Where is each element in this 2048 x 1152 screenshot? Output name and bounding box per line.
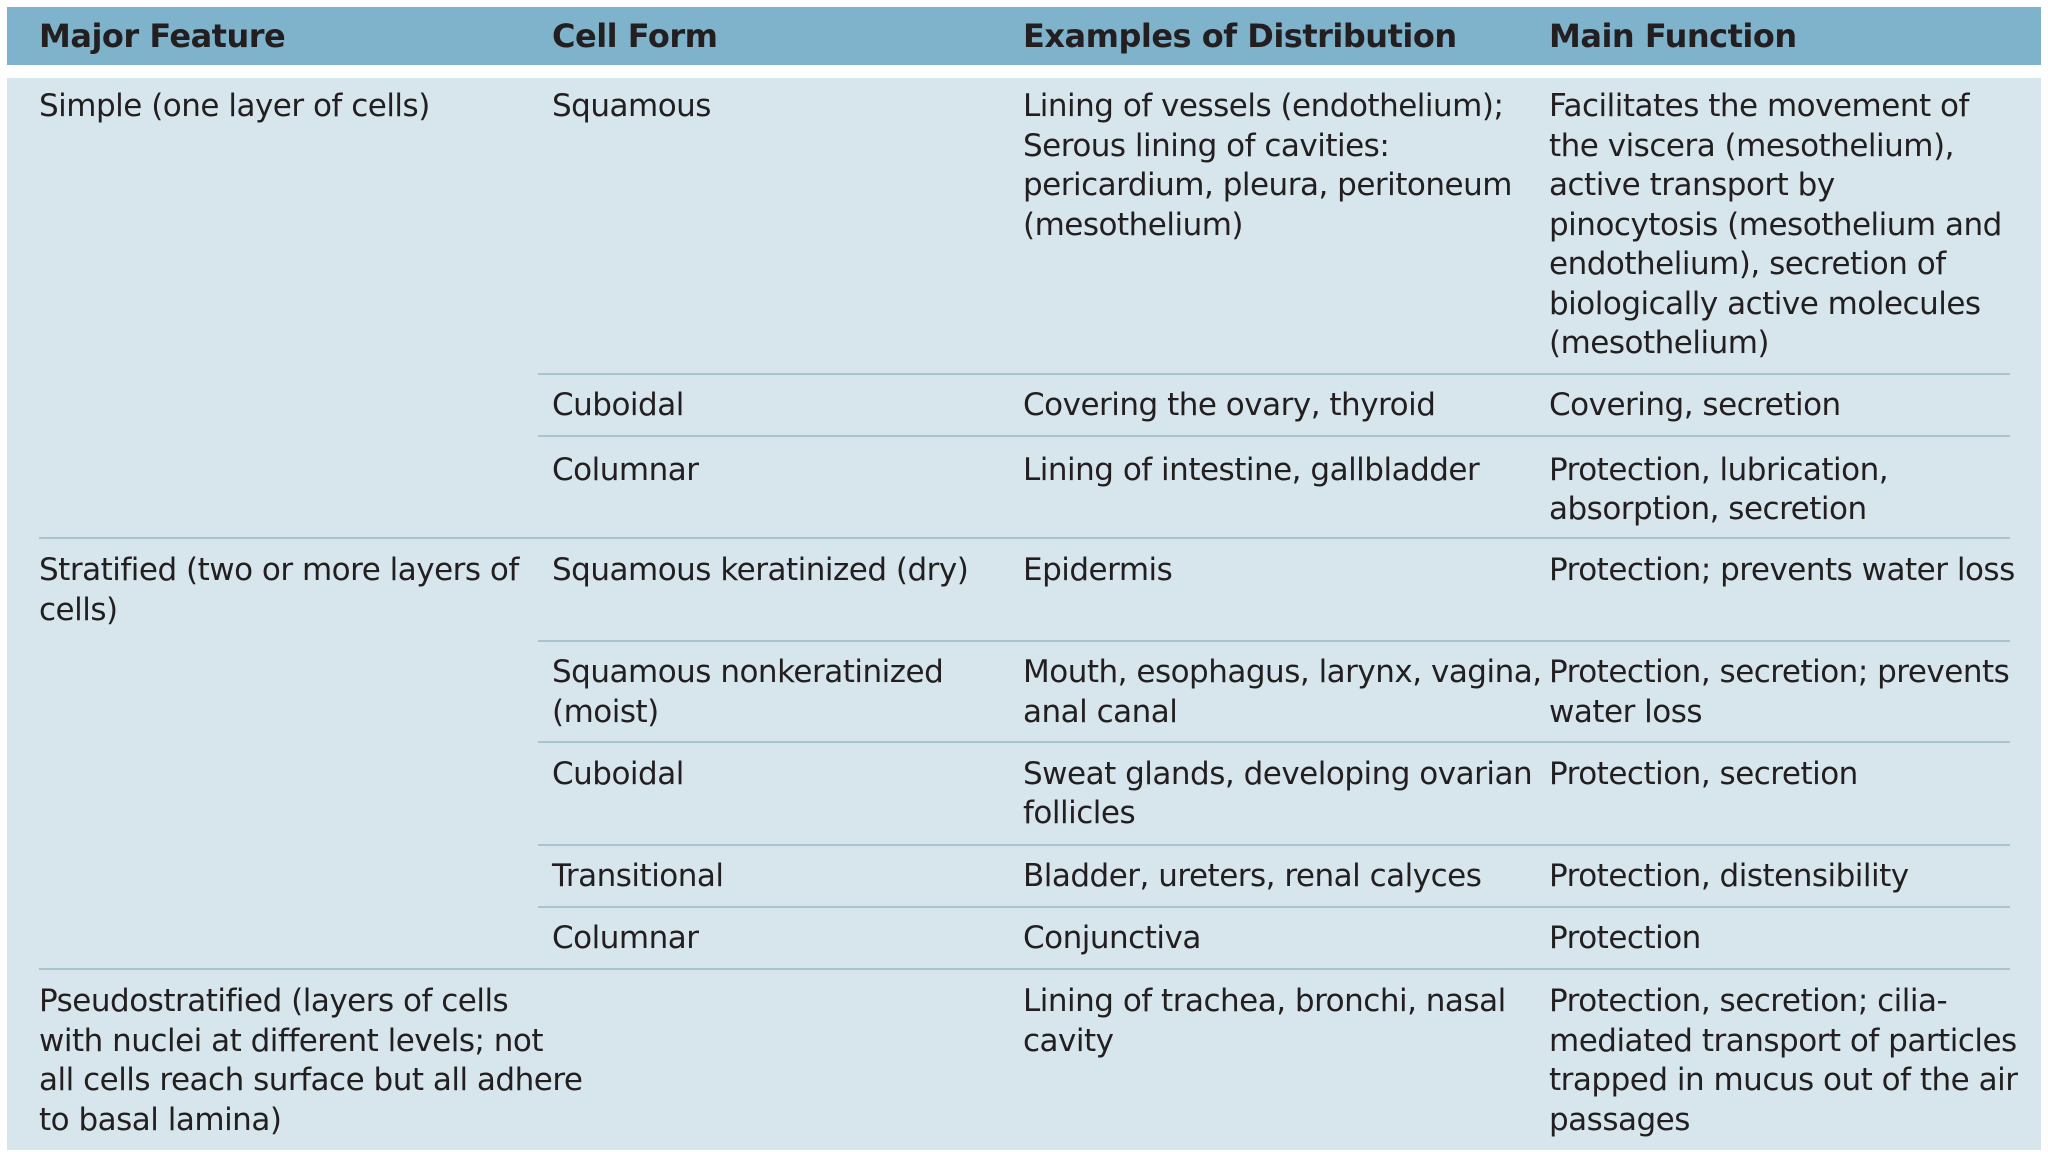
cell-form: Cuboidal (552, 387, 684, 423)
cell-form: Squamous keratinized (dry) (552, 552, 969, 588)
row-divider (538, 435, 2010, 437)
row-divider (538, 844, 2010, 846)
cell-examples: (mesothelium) (1023, 207, 1244, 243)
cell-feature: to basal lamina) (39, 1102, 282, 1138)
cell-feature: Simple (one layer of cells) (39, 88, 430, 124)
cell-examples: Lining of trachea, bronchi, nasal (1023, 983, 1506, 1019)
header-examples: Examples of Distribution (1023, 17, 1457, 55)
header-major-feature: Major Feature (39, 17, 286, 55)
cell-function: Protection, secretion; prevents (1549, 654, 2010, 690)
cell-examples: Mouth, esophagus, larynx, vagina, (1023, 654, 1542, 690)
cell-function: Protection, secretion (1549, 756, 1858, 792)
cell-function: Protection, distensibility (1549, 858, 1909, 894)
cell-examples: Conjunctiva (1023, 920, 1201, 956)
cell-examples: Sweat glands, developing ovarian (1023, 756, 1533, 792)
row-divider (538, 640, 2010, 642)
cell-function: Protection, lubrication, (1549, 452, 1889, 488)
cell-function: water loss (1549, 694, 1703, 730)
cell-examples: Serous lining of cavities: (1023, 128, 1390, 164)
cell-examples: Epidermis (1023, 552, 1173, 588)
header-cell-form: Cell Form (552, 17, 718, 55)
cell-function: Protection, secretion; cilia- (1549, 983, 1948, 1019)
row-divider (39, 968, 2010, 970)
row-divider (538, 906, 2010, 908)
cell-examples: follicles (1023, 795, 1136, 831)
cell-form: (moist) (552, 694, 659, 730)
header-main-function: Main Function (1549, 17, 1797, 55)
cell-form: Squamous (552, 88, 711, 124)
cell-function: endothelium), secretion of (1549, 246, 1946, 282)
cell-form: Transitional (552, 858, 724, 894)
cell-function: (mesothelium) (1549, 325, 1770, 361)
cell-function: Protection; prevents water loss (1549, 552, 2015, 588)
cell-function: mediated transport of particles (1549, 1023, 2017, 1059)
cell-examples: anal canal (1023, 694, 1178, 730)
row-divider (538, 741, 2010, 743)
cell-function: Protection (1549, 920, 1701, 956)
cell-function: pinocytosis (mesothelium and (1549, 207, 2002, 243)
cell-function: the viscera (mesothelium), (1549, 128, 1954, 164)
row-divider (39, 537, 2010, 539)
cell-function: Covering, secretion (1549, 387, 1841, 423)
cell-feature: Pseudostratified (layers of cells (39, 983, 509, 1019)
cell-feature: all cells reach surface but all adhere (39, 1062, 583, 1098)
cell-examples: Lining of intestine, gallbladder (1023, 452, 1480, 488)
cell-examples: Covering the ovary, thyroid (1023, 387, 1436, 423)
cell-form: Columnar (552, 920, 699, 956)
cell-examples: pericardium, pleura, peritoneum (1023, 167, 1512, 203)
cell-feature: with nuclei at different levels; not (39, 1023, 544, 1059)
cell-feature: Stratified (two or more layers of (39, 552, 519, 588)
cell-form: Squamous nonkeratinized (552, 654, 944, 690)
cell-function: absorption, secretion (1549, 491, 1867, 527)
cell-form: Cuboidal (552, 756, 684, 792)
table-body (7, 78, 2041, 1150)
cell-examples: Bladder, ureters, renal calyces (1023, 858, 1482, 894)
cell-form: Columnar (552, 452, 699, 488)
cell-function: biologically active molecules (1549, 286, 1981, 322)
cell-function: passages (1549, 1102, 1690, 1138)
cell-examples: cavity (1023, 1023, 1114, 1059)
cell-examples: Lining of vessels (endothelium); (1023, 88, 1504, 124)
cell-function: active transport by (1549, 167, 1835, 203)
cell-feature: cells) (39, 592, 118, 628)
cell-function: trapped in mucus out of the air (1549, 1062, 2018, 1098)
table-header (7, 7, 2041, 65)
cell-function: Facilitates the movement of (1549, 88, 1969, 124)
row-divider (538, 373, 2010, 375)
